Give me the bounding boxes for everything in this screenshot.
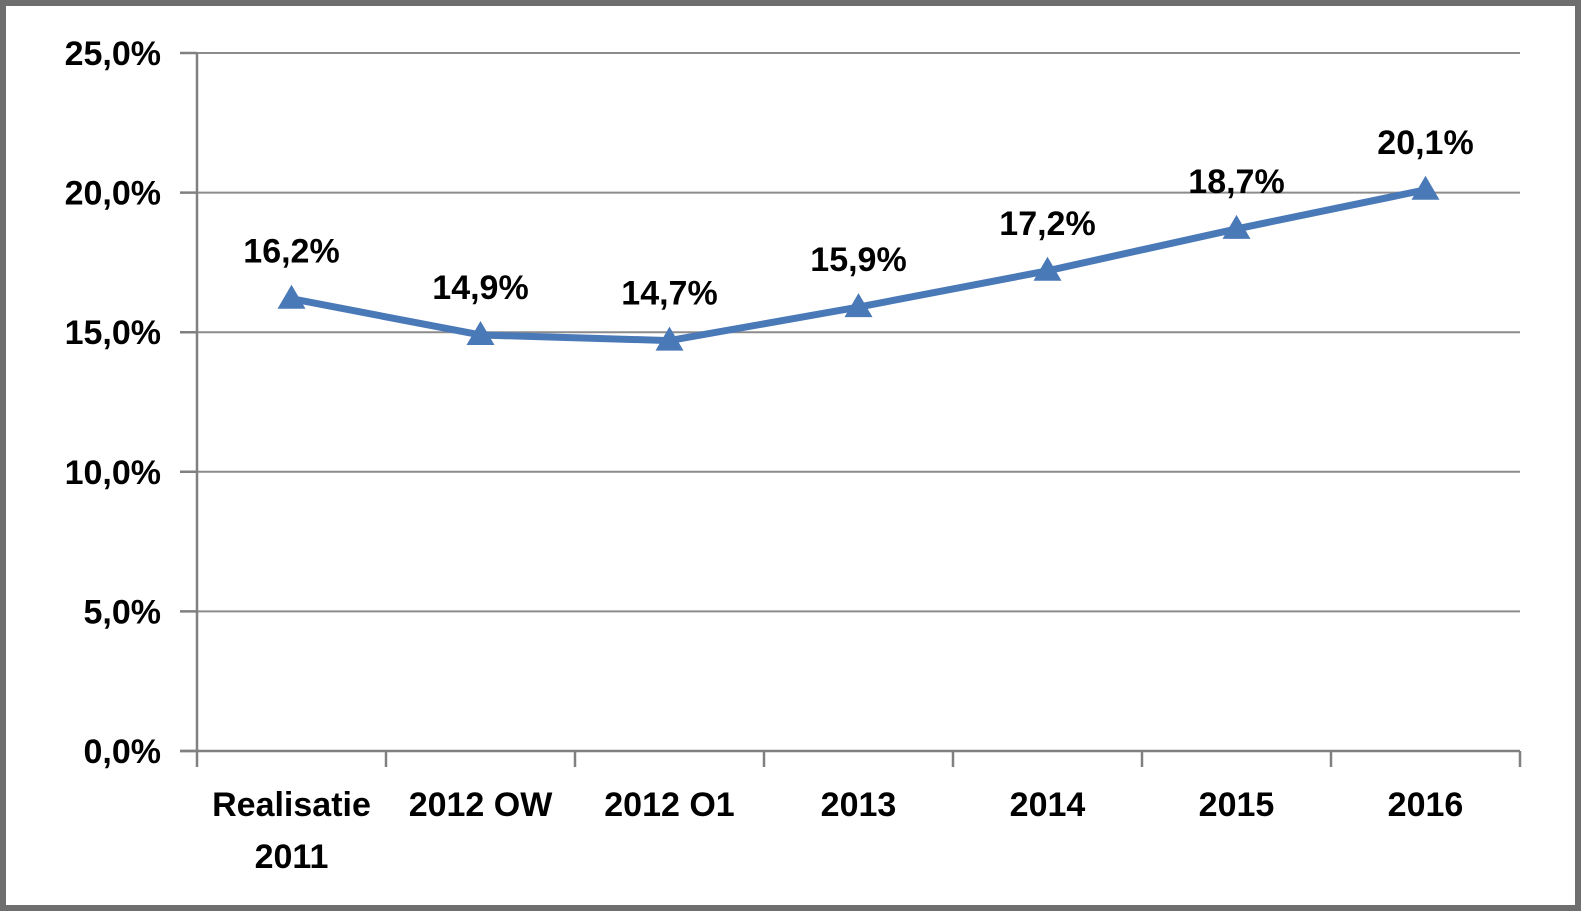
data-point-label: 15,9% xyxy=(810,241,906,279)
y-axis-tick-label: 20,0% xyxy=(65,175,161,213)
x-axis-category-label: 2016 xyxy=(1388,786,1464,824)
y-axis-tick-label: 5,0% xyxy=(84,593,162,631)
x-axis-category-label: 2012 OW xyxy=(409,786,554,824)
data-point-marker xyxy=(277,284,306,309)
data-point-marker xyxy=(844,293,873,318)
x-axis-category-label: 2013 xyxy=(821,786,897,824)
data-point-marker xyxy=(1222,214,1251,239)
data-point-marker xyxy=(466,320,495,345)
x-axis-category-label: Realisatie xyxy=(212,786,371,824)
data-point-marker xyxy=(1033,256,1062,281)
x-axis-category-label: 2014 xyxy=(1010,786,1086,824)
y-axis-tick-label: 0,0% xyxy=(84,733,162,771)
data-point-label: 14,7% xyxy=(621,275,717,313)
data-point-label: 18,7% xyxy=(1188,163,1284,201)
data-point-marker xyxy=(1411,175,1440,200)
y-axis-tick-label: 15,0% xyxy=(65,314,161,352)
y-axis-tick-label: 25,0% xyxy=(65,35,161,73)
x-axis-category-label: 2015 xyxy=(1199,786,1275,824)
data-point-label: 20,1% xyxy=(1377,124,1473,162)
data-point-label: 16,2% xyxy=(243,233,339,271)
data-point-label: 14,9% xyxy=(432,269,528,307)
x-axis-category-label: 2011 xyxy=(255,838,329,876)
y-axis-tick-label: 10,0% xyxy=(65,454,161,492)
x-axis-category-label: 2012 O1 xyxy=(604,786,734,824)
data-point-label: 17,2% xyxy=(999,205,1095,243)
data-point-marker xyxy=(655,326,684,351)
